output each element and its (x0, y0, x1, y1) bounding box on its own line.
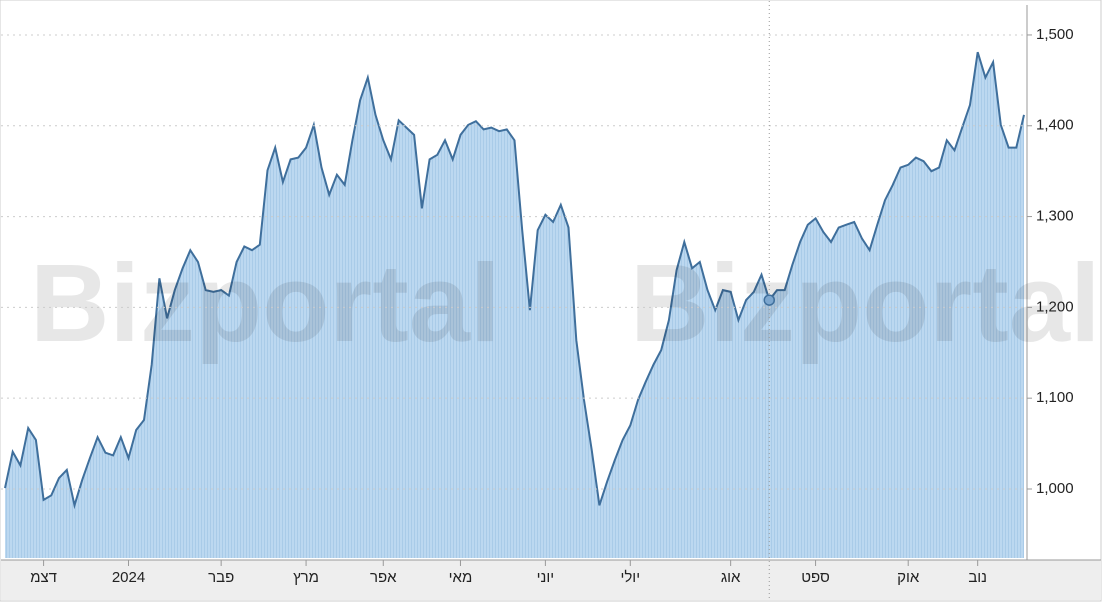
hover-marker (763, 294, 775, 306)
x-tick-label: מאי (449, 569, 473, 586)
x-tick-label: נוב (968, 569, 987, 586)
line (4, 51, 1025, 510)
y-tick-label: 1,300 (1036, 208, 1074, 225)
y-tick-label: 1,400 (1036, 117, 1074, 134)
x-tick-label: אפר (370, 569, 397, 586)
x-tick-label: דצמ (30, 569, 57, 586)
x-tick-label: ספט (801, 569, 830, 586)
watermark: Bizportal (630, 242, 1101, 365)
y-tick-label: 1,200 (1036, 298, 1074, 315)
x-tick-label: מרץ (293, 569, 319, 586)
watermark: Bizportal (30, 242, 501, 365)
area (5, 52, 1024, 558)
x-tick-label: אוג (721, 569, 741, 586)
y-tick-label: 1,000 (1036, 480, 1074, 497)
x-tick-label: פבר (208, 569, 234, 586)
x-tick-label: 2024 (112, 569, 145, 586)
x-tick-label: יולי (620, 569, 640, 586)
x-tick-label: יוני (537, 569, 555, 586)
x-axis-band (1, 560, 1101, 600)
y-tick-label: 1,500 (1036, 26, 1074, 43)
watermarks: Bizportal Bizportal (30, 242, 1101, 365)
x-tick-label: אוק (897, 569, 920, 586)
y-tick-label: 1,100 (1036, 389, 1074, 406)
